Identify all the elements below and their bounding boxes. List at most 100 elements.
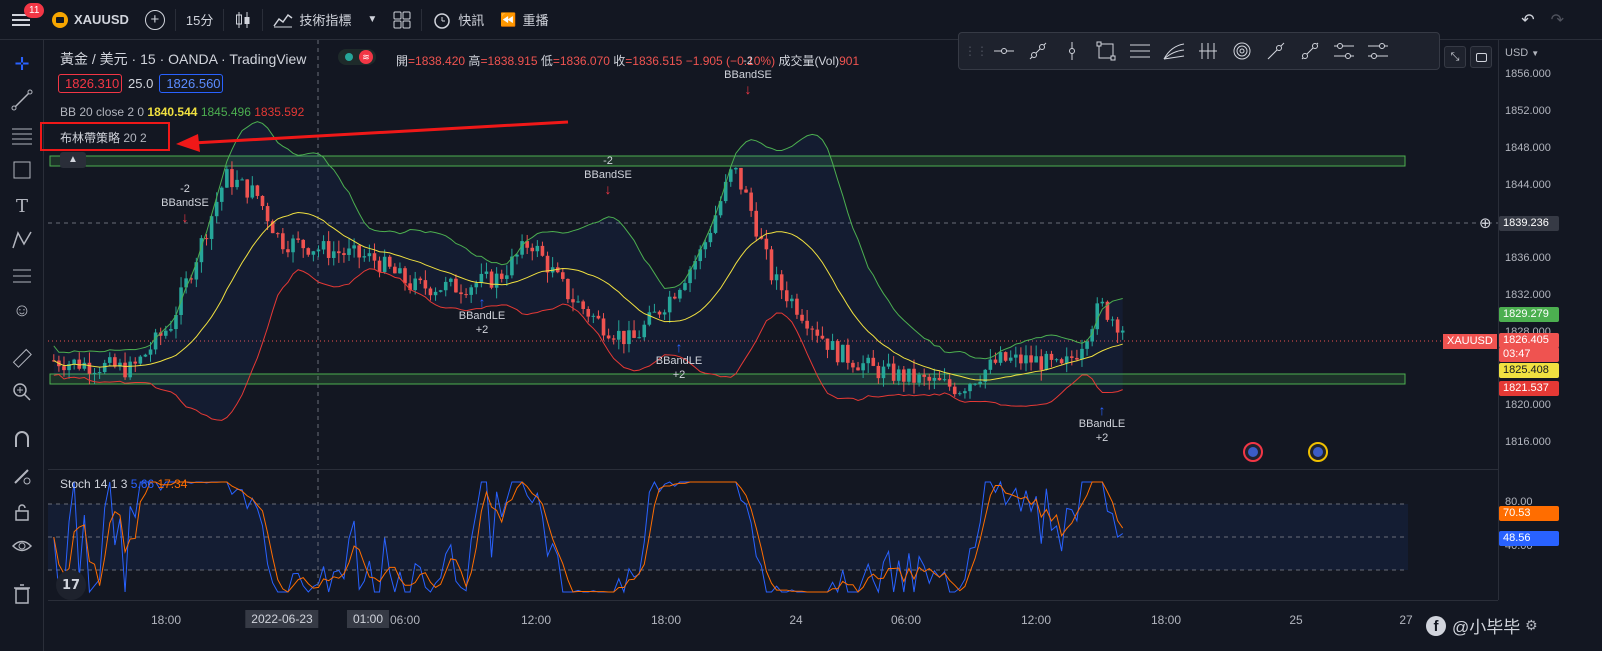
- zoom-in-icon[interactable]: [8, 378, 36, 406]
- add-alert-icon[interactable]: ⊕: [1479, 215, 1492, 232]
- crosshair-tool-icon[interactable]: ✛: [14, 53, 30, 74]
- gann-box-icon[interactable]: [1191, 36, 1225, 66]
- bb-name: BB 20 close 2 0: [60, 105, 145, 119]
- candle: [1100, 301, 1105, 304]
- chart-title-legend: 黃金 / 美元 · 15 · OANDA · TradingView: [60, 49, 306, 69]
- candle: [902, 369, 906, 382]
- stoch-pane[interactable]: Stoch 14 1 3 5.66 17.34 𝟭𝟳: [48, 469, 1498, 601]
- candle: [744, 189, 748, 193]
- sell-button[interactable]: 1826.310: [58, 74, 122, 93]
- settings-gear-icon[interactable]: ⚙: [1525, 617, 1538, 633]
- chart-type-button[interactable]: [226, 0, 260, 40]
- candle: [561, 272, 565, 279]
- rectangle-icon[interactable]: [1089, 36, 1123, 66]
- indicators-button[interactable]: 技術指標: [265, 0, 359, 40]
- fib-circles-icon[interactable]: [1225, 36, 1259, 66]
- shape-tool-icon[interactable]: [8, 156, 36, 184]
- trendline-icon[interactable]: [1021, 36, 1055, 66]
- parallel-channel-icon[interactable]: [1123, 36, 1157, 66]
- currency-label: USD: [1505, 47, 1529, 59]
- price-range-icon[interactable]: [1327, 36, 1361, 66]
- magnet-icon[interactable]: [8, 426, 36, 454]
- candle: [616, 330, 621, 340]
- collapse-legend-button[interactable]: ▲: [60, 152, 86, 168]
- vertical-line-icon[interactable]: [1055, 36, 1089, 66]
- candle: [800, 314, 804, 321]
- layout-button[interactable]: [385, 0, 419, 40]
- text-tool-icon[interactable]: T: [15, 195, 28, 217]
- candle: [484, 271, 489, 274]
- candle: [1014, 354, 1018, 358]
- eye-icon[interactable]: [8, 532, 36, 560]
- candle: [1054, 359, 1059, 361]
- stoch-legend[interactable]: Stoch 14 1 3 5.66 17.34: [60, 477, 187, 491]
- lock-icon[interactable]: [8, 498, 36, 526]
- arrow-up-icon: ↑: [675, 339, 683, 355]
- candle: [596, 315, 601, 319]
- facebook-icon: f: [1426, 615, 1446, 636]
- indicators-dropdown[interactable]: ▼: [359, 0, 385, 40]
- redo-button[interactable]: ↷: [1543, 0, 1572, 40]
- candle: [510, 256, 514, 276]
- time-axis[interactable]: 18:00 2022-06-23 01:00 06:00 12:00 18:00 24 06:…: [48, 600, 1538, 651]
- candle: [1044, 353, 1049, 370]
- drawing-tools-sidebar: ✛ T ☺: [0, 40, 44, 651]
- candle: [423, 280, 428, 289]
- extended-line-icon[interactable]: [1293, 36, 1327, 66]
- maximize-button[interactable]: [1470, 46, 1492, 68]
- candle: [545, 255, 550, 273]
- candle: [520, 241, 524, 255]
- main-menu-button[interactable]: 11: [0, 0, 45, 40]
- chevron-down-icon: ▼: [367, 14, 378, 25]
- candle: [815, 329, 820, 336]
- trash-icon[interactable]: [8, 580, 36, 608]
- candle: [387, 256, 392, 267]
- alert-button[interactable]: 快訊: [424, 0, 492, 40]
- horizontal-ray-icon[interactable]: [987, 36, 1021, 66]
- buy-button[interactable]: 1826.560: [159, 74, 224, 93]
- candle: [1075, 357, 1079, 360]
- candle: [739, 167, 743, 190]
- stoch-canvas[interactable]: [48, 470, 1498, 601]
- candle: [734, 167, 738, 170]
- candle: [449, 278, 453, 282]
- candle: [810, 328, 815, 330]
- emoji-tool-icon[interactable]: ☺: [12, 299, 32, 320]
- time-tick: 24: [789, 613, 803, 627]
- candle: [922, 374, 926, 377]
- trendline-tool-icon[interactable]: [8, 86, 36, 114]
- candle: [118, 362, 122, 367]
- ruler-tool-icon[interactable]: [8, 344, 36, 372]
- symbol-search-button[interactable]: XAUUSD: [44, 0, 137, 40]
- arrow-line-icon[interactable]: [1259, 36, 1293, 66]
- strategy-signal: ↑ BBandLE +2: [1079, 403, 1125, 445]
- bb-legend[interactable]: BB 20 close 2 0 1840.544 1845.496 1835.5…: [60, 105, 304, 119]
- candle: [759, 236, 764, 239]
- date-range-icon[interactable]: [1361, 36, 1395, 66]
- pattern-tool-icon[interactable]: [8, 226, 36, 254]
- main-chart-pane[interactable]: 黃金 / 美元 · 15 · OANDA · TradingView ≋ 開=1…: [40, 32, 1498, 465]
- currency-selector[interactable]: USD ▼: [1505, 47, 1539, 59]
- interval-button[interactable]: 15分: [185, 13, 214, 28]
- candle: [795, 298, 799, 315]
- compare-button[interactable]: +: [137, 0, 173, 40]
- fib-fan-icon[interactable]: [1157, 36, 1191, 66]
- collapse-toolbar-button[interactable]: ⤡: [1444, 46, 1466, 68]
- candle: [622, 330, 626, 345]
- floating-drawing-toolbar: ⋮⋮: [958, 32, 1440, 70]
- candle: [291, 238, 295, 253]
- price-axis[interactable]: USD ▼ 1856.000 1852.000 1848.000 1844.000 18…: [1443, 40, 1602, 600]
- drag-handle-icon[interactable]: ⋮⋮: [964, 44, 988, 58]
- stay-in-drawing-icon[interactable]: [8, 462, 36, 490]
- price-chart-canvas[interactable]: [48, 40, 1498, 465]
- prediction-tool-icon[interactable]: [8, 262, 36, 290]
- replay-button[interactable]: ⏪ 重播: [492, 0, 556, 40]
- strategy-legend[interactable]: 布林帶策略 20 2: [60, 129, 147, 146]
- support-zone: [49, 373, 1406, 385]
- candle: [62, 366, 66, 371]
- undo-button[interactable]: ↶: [1513, 0, 1542, 40]
- candle: [835, 341, 840, 363]
- volume-label: 成交量(Vol): [778, 54, 840, 68]
- fib-tool-icon[interactable]: [8, 122, 36, 150]
- last-price-tag: 1826.405: [1499, 333, 1559, 348]
